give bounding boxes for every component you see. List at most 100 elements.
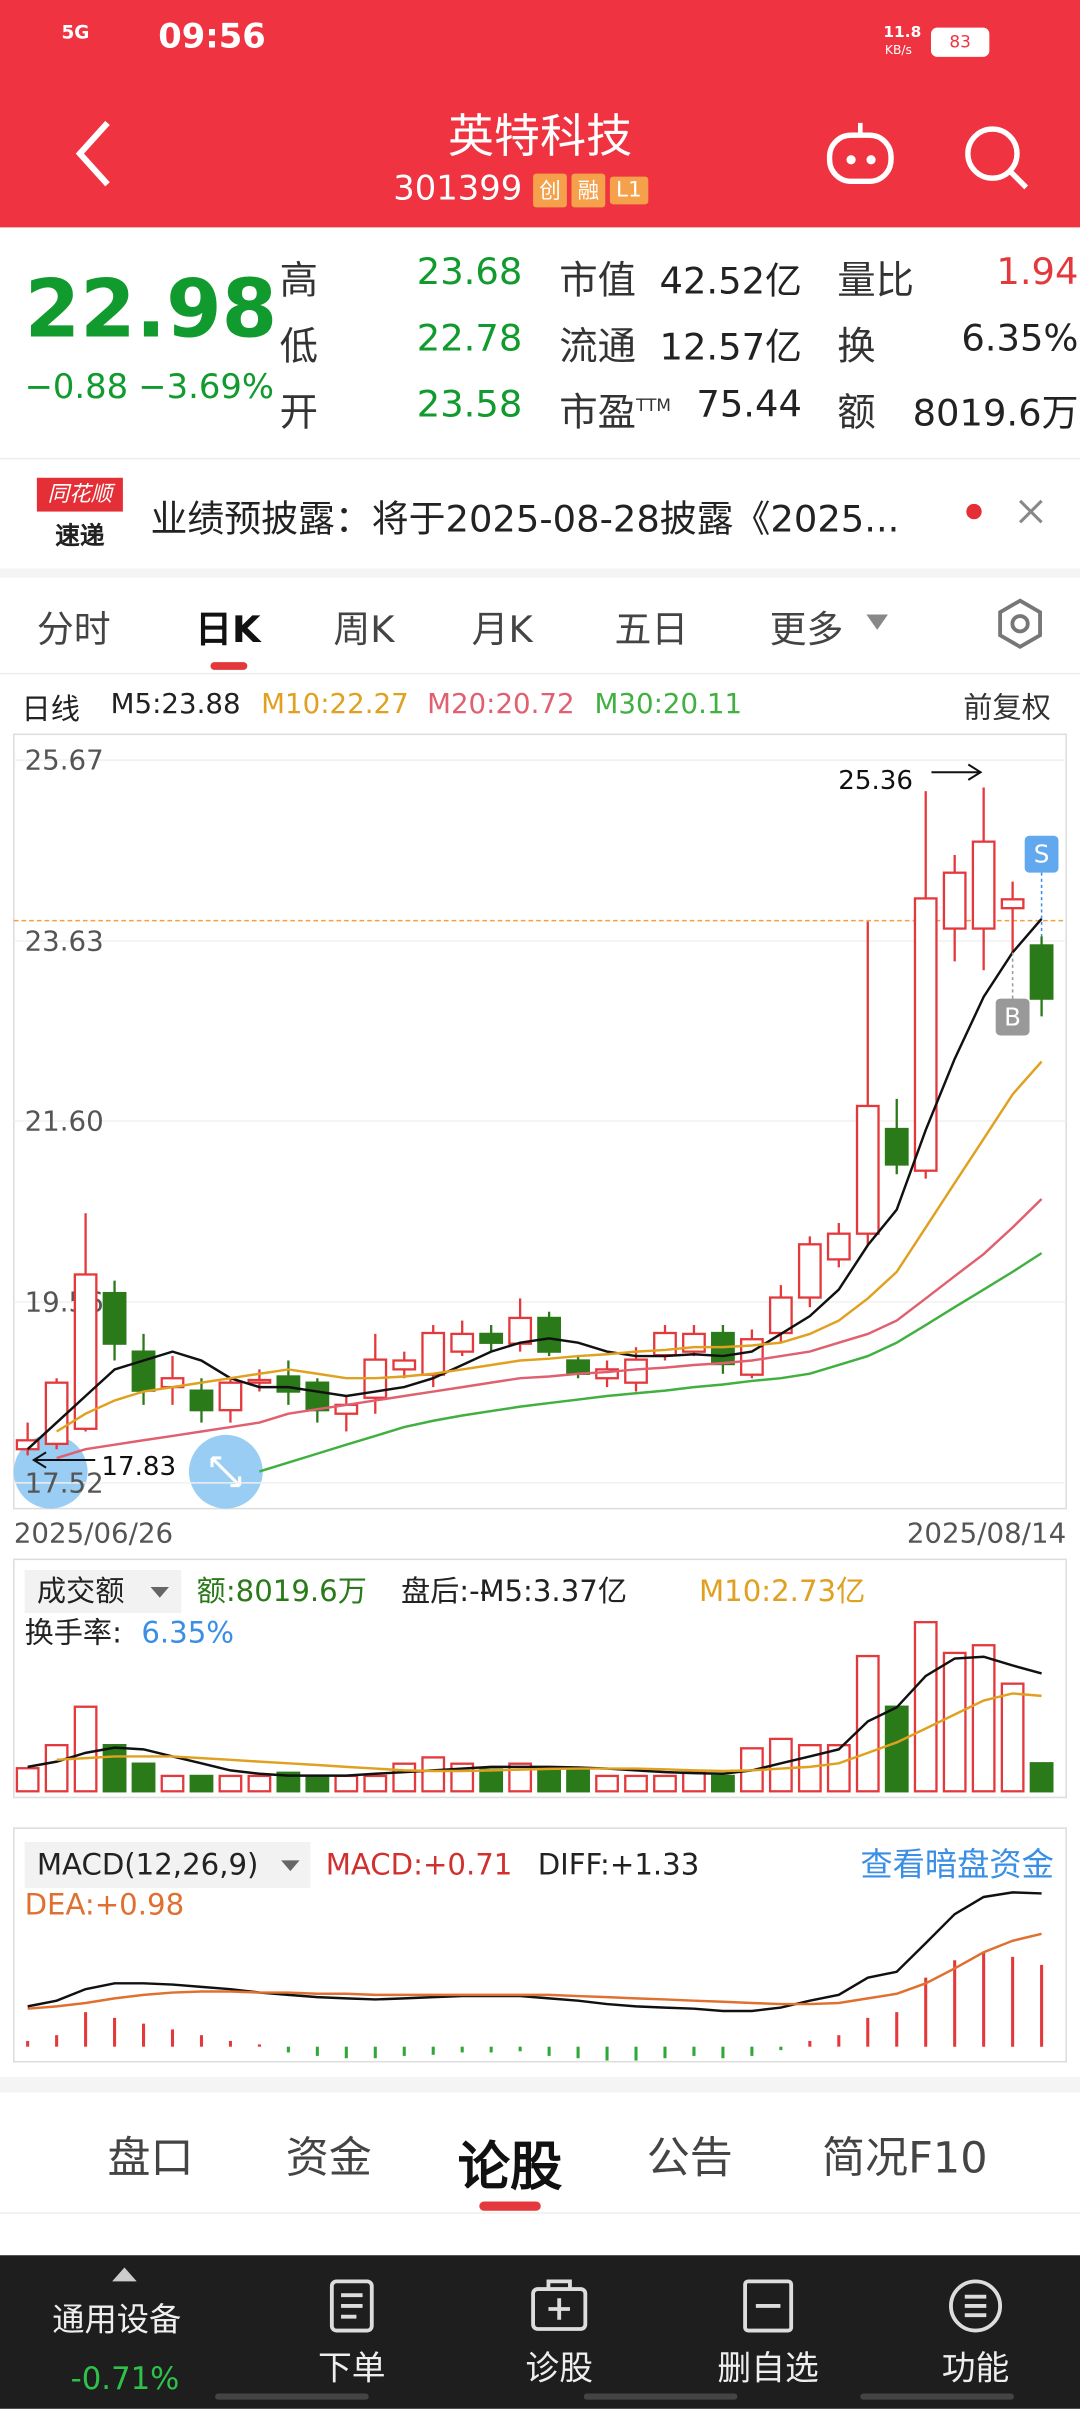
gray-band	[0, 2077, 1080, 2093]
candle-body	[392, 1359, 417, 1371]
candle-body	[421, 1331, 446, 1376]
candle-body	[44, 1381, 69, 1446]
candle-body	[942, 871, 967, 930]
candle-body	[971, 840, 996, 930]
stat-value: 12.57亿	[659, 325, 802, 369]
selector-arrow	[281, 1860, 300, 1872]
selector-bg	[24, 1841, 311, 1889]
y-tick-label: 25.67	[25, 744, 104, 777]
search-icon[interactable]	[959, 120, 1036, 191]
robot-icon[interactable]	[823, 120, 900, 191]
nav-label[interactable]: 下单	[317, 2350, 386, 2389]
stat-label: 高	[279, 258, 319, 303]
volume-bar	[392, 1762, 417, 1793]
ma-line	[259, 1252, 1043, 1473]
candle-body	[913, 897, 938, 1172]
volume-bar	[218, 1774, 243, 1793]
sell-marker-bg	[1024, 835, 1059, 873]
detail-tab[interactable]: 盘口	[107, 2132, 194, 2184]
min-arrow	[31, 1451, 96, 1469]
sector-name[interactable]: 通用设备	[52, 2301, 182, 2339]
period-tab[interactable]: 分时	[36, 608, 111, 652]
candle-body	[218, 1381, 243, 1412]
candle-body	[247, 1378, 272, 1384]
candle-body	[797, 1243, 822, 1299]
volume-bar	[15, 1767, 40, 1793]
back-button[interactable]	[61, 108, 122, 200]
max-arrow	[931, 763, 983, 781]
volume-selector: 成交额	[37, 1574, 125, 1608]
volume-frame	[13, 1558, 1067, 1799]
nav-icon[interactable]	[739, 2277, 797, 2335]
clock: 09:56	[158, 18, 266, 57]
nav-icon[interactable]	[530, 2277, 588, 2335]
period-tab[interactable]: 月K	[471, 608, 533, 652]
y-tick-label: 17.52	[25, 1466, 104, 1499]
candle-body	[826, 1232, 851, 1261]
stat-label: 市值	[559, 258, 637, 303]
volume-bar	[334, 1774, 359, 1793]
nav-label[interactable]: 删自选	[717, 2350, 819, 2389]
price-change-pct: −3.69%	[138, 368, 274, 408]
volume-bar	[131, 1762, 156, 1793]
volume-bar	[189, 1774, 214, 1793]
nav-icon[interactable]	[946, 2277, 1004, 2335]
nav-label[interactable]: 诊股	[525, 2350, 594, 2389]
expand-arrow[interactable]	[111, 2264, 139, 2282]
detail-tab[interactable]: 资金	[285, 2132, 372, 2184]
selector-arrow	[150, 1586, 169, 1598]
candle-body	[884, 1127, 909, 1166]
volume-bar	[537, 1768, 562, 1793]
period-tab[interactable]: 更多	[769, 608, 844, 652]
volume-bar	[363, 1774, 388, 1793]
bottom-nav	[0, 2255, 1080, 2409]
volume-bar	[624, 1774, 648, 1793]
ma-label: 日线	[21, 692, 80, 727]
candle-body	[305, 1381, 330, 1412]
divider	[0, 672, 1080, 675]
nav-divider	[583, 2393, 738, 2400]
fullscreen-icon	[210, 1456, 242, 1488]
detail-tab[interactable]: 公告	[646, 2132, 733, 2184]
dropdown-arrow	[866, 614, 888, 630]
detail-tab[interactable]: 简况F10	[822, 2132, 988, 2184]
volume-legend: M5:3.37亿	[479, 1574, 627, 1608]
nav-divider	[860, 2393, 1014, 2400]
last-price: 22.98	[24, 264, 278, 357]
volume-bar	[1029, 1762, 1054, 1793]
x-start-label: 2025/06/26	[14, 1517, 173, 1550]
sell-marker: S	[1034, 840, 1050, 869]
volume-bar	[913, 1621, 938, 1793]
stat-value: 75.44	[696, 382, 802, 426]
nav-label[interactable]: 功能	[941, 2350, 1010, 2389]
tab-indicator	[210, 662, 248, 670]
macd-legend: DIFF:+1.33	[538, 1848, 700, 1882]
volume-bar	[971, 1644, 996, 1793]
adjust-mode[interactable]: 前复权	[963, 691, 1051, 726]
nav-icon[interactable]	[323, 2277, 381, 2335]
volume-bar	[855, 1654, 880, 1793]
sector-change: -0.71%	[70, 2359, 180, 2397]
stat-label-sup: TTM	[636, 395, 671, 416]
period-tab[interactable]: 五日	[614, 608, 689, 652]
settings-icon[interactable]	[992, 596, 1047, 651]
news-close[interactable]	[959, 492, 1051, 532]
stat-value: 22.78	[416, 316, 523, 360]
volume-bar	[73, 1705, 98, 1793]
news-source-bottom: 速递	[55, 520, 105, 550]
news-banner[interactable]	[0, 457, 1080, 570]
badge: 创	[533, 172, 567, 207]
macd-link[interactable]: 查看暗盘资金	[860, 1846, 1054, 1884]
macd-selector: MACD(12,26,9)	[37, 1848, 259, 1882]
news-text: 业绩预披露：将于2025-08-28披露《2025...	[150, 497, 900, 541]
candle-body	[1000, 898, 1025, 910]
period-tab[interactable]: 周K	[333, 608, 395, 652]
stat-label: 量比	[837, 258, 915, 303]
period-tab[interactable]: 日K	[195, 608, 261, 652]
volume-bar	[653, 1774, 677, 1793]
detail-tab[interactable]: 论股	[457, 2136, 563, 2199]
volume-bar	[421, 1756, 446, 1793]
candle-body	[711, 1331, 735, 1366]
